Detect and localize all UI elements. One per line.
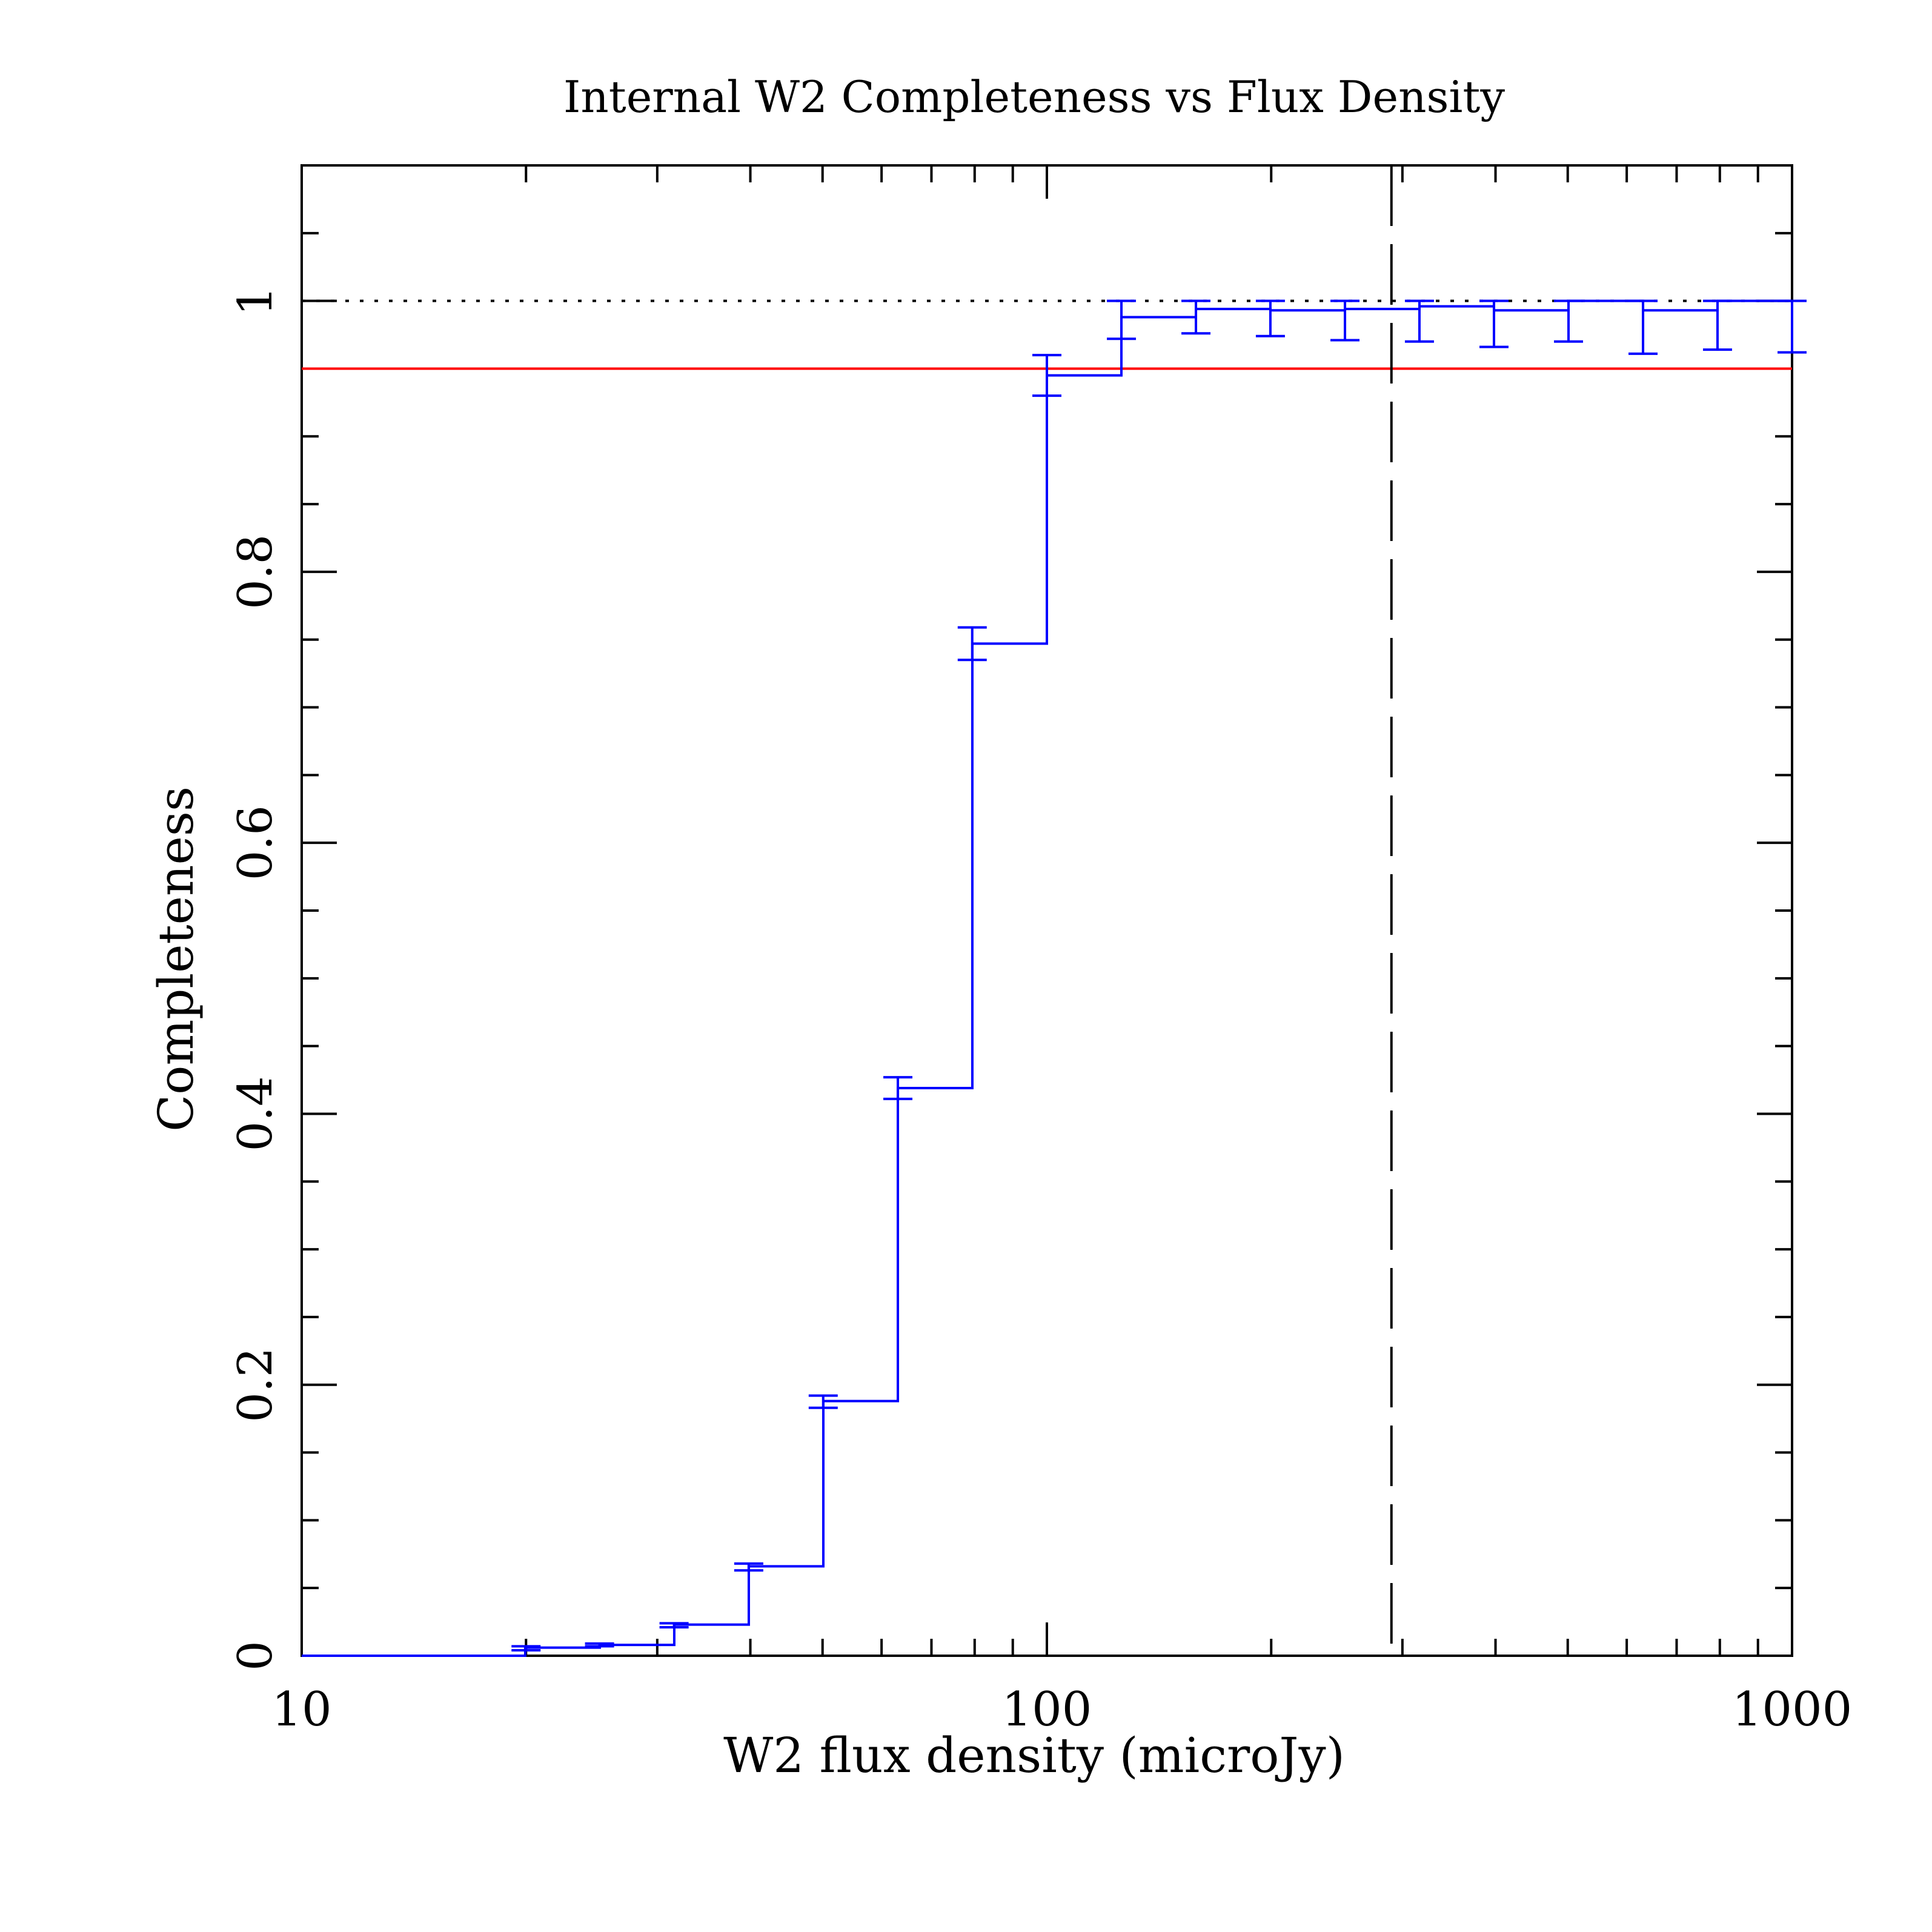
x-tick-label: 100: [1002, 1682, 1092, 1737]
y-tick-label: 0.4: [228, 1076, 283, 1151]
y-tick-label: 0.6: [228, 805, 283, 880]
x-axis-label: W2 flux density (microJy): [723, 1727, 1345, 1784]
y-tick-label: 0.2: [228, 1347, 283, 1422]
x-tick-label: 10: [271, 1682, 331, 1737]
x-tick-label: 1000: [1732, 1682, 1853, 1737]
completeness-step-line: [302, 299, 1792, 1657]
y-tick-label: 1: [228, 286, 283, 316]
y-axis-label: Completeness: [148, 786, 204, 1132]
chart-title: Internal W2 Completeness vs Flux Density: [563, 71, 1505, 122]
y-tick-label: 0.8: [228, 534, 283, 609]
plot-area: 10 100 1000 0 0.2 0.4 0.6 0.8 1: [228, 164, 1853, 1737]
y-tick-label: 0: [228, 1641, 283, 1671]
